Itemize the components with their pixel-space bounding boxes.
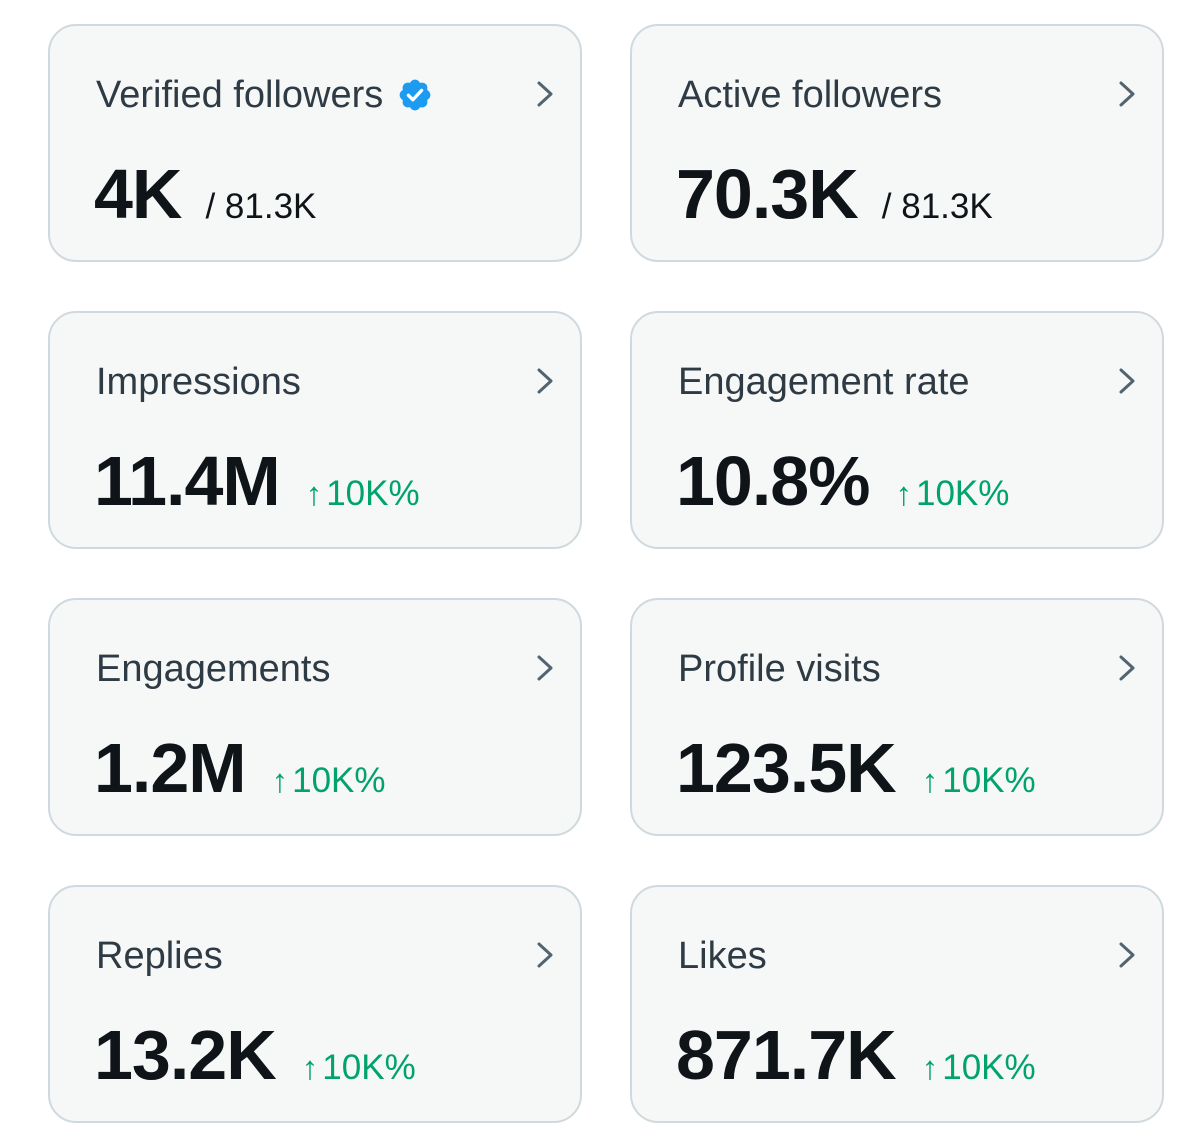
metric-row: 123.5K ↑ 10K% <box>676 728 1036 808</box>
metric-value: 70.3K <box>676 155 859 233</box>
card-engagement-rate[interactable]: Engagement rate 10.8% ↑ 10K% <box>630 311 1164 549</box>
card-title: Likes <box>678 934 767 977</box>
card-verified-followers[interactable]: Verified followers 4K / 81.3K <box>48 24 582 262</box>
metric-change: ↑ 10K% <box>895 474 1009 514</box>
metric-row: 4K / 81.3K <box>94 154 316 234</box>
card-title-row: Profile visits <box>678 646 881 692</box>
card-title: Impressions <box>96 360 301 403</box>
chevron-right-icon <box>1119 81 1135 107</box>
card-active-followers[interactable]: Active followers 70.3K / 81.3K <box>630 24 1164 262</box>
change-value: 10K% <box>292 761 386 800</box>
up-arrow-icon: ↑ <box>305 475 323 512</box>
metric-value: 11.4M <box>94 442 281 520</box>
chevron-right-icon <box>1119 368 1135 394</box>
chevron-right-icon <box>1119 942 1135 968</box>
card-replies[interactable]: Replies 13.2K ↑ 10K% <box>48 885 582 1123</box>
card-title-row: Verified followers <box>96 72 433 118</box>
metric-total: / 81.3K <box>205 187 317 226</box>
card-title: Verified followers <box>96 73 384 116</box>
change-value: 10K% <box>942 761 1036 800</box>
metric-row: 13.2K ↑ 10K% <box>94 1015 416 1095</box>
card-engagements[interactable]: Engagements 1.2M ↑ 10K% <box>48 598 582 836</box>
up-arrow-icon: ↑ <box>301 1049 319 1086</box>
metric-change: ↑ 10K% <box>922 1048 1036 1088</box>
metric-total: / 81.3K <box>881 187 993 226</box>
verified-badge-icon <box>399 79 431 111</box>
metric-value: 123.5K <box>676 729 897 807</box>
metric-row: 871.7K ↑ 10K% <box>676 1015 1036 1095</box>
metric-value: 13.2K <box>94 1016 277 1094</box>
metric-change: ↑ 10K% <box>922 761 1036 801</box>
card-title: Replies <box>96 934 223 977</box>
card-title-row: Impressions <box>96 359 301 405</box>
change-value: 10K% <box>322 1048 416 1087</box>
metric-row: 10.8% ↑ 10K% <box>676 441 1009 521</box>
metric-change: ↑ 10K% <box>272 761 386 801</box>
chevron-right-icon <box>537 81 553 107</box>
card-title: Active followers <box>678 73 942 116</box>
card-impressions[interactable]: Impressions 11.4M ↑ 10K% <box>48 311 582 549</box>
metric-value: 871.7K <box>676 1016 897 1094</box>
metric-row: 70.3K / 81.3K <box>676 154 993 234</box>
up-arrow-icon: ↑ <box>895 475 912 512</box>
metric-value: 1.2M <box>94 729 247 807</box>
up-arrow-icon: ↑ <box>921 762 939 799</box>
metric-change: ↑ 10K% <box>306 474 420 514</box>
change-value: 10K% <box>942 1048 1036 1087</box>
metric-row: 11.4M ↑ 10K% <box>94 441 420 521</box>
chevron-right-icon <box>537 942 553 968</box>
up-arrow-icon: ↑ <box>271 762 289 799</box>
card-title-row: Active followers <box>678 72 942 118</box>
up-arrow-icon: ↑ <box>921 1049 939 1086</box>
card-title-row: Engagements <box>96 646 331 692</box>
card-title-row: Engagement rate <box>678 359 970 405</box>
card-title: Profile visits <box>678 647 881 690</box>
chevron-right-icon <box>1119 655 1135 681</box>
metric-value: 4K <box>94 155 182 233</box>
metric-row: 1.2M ↑ 10K% <box>94 728 386 808</box>
card-title-row: Likes <box>678 933 767 979</box>
chevron-right-icon <box>537 368 553 394</box>
change-value: 10K% <box>915 474 1010 513</box>
card-profile-visits[interactable]: Profile visits 123.5K ↑ 10K% <box>630 598 1164 836</box>
chevron-right-icon <box>537 655 553 681</box>
card-title: Engagement rate <box>678 360 970 403</box>
card-likes[interactable]: Likes 871.7K ↑ 10K% <box>630 885 1164 1123</box>
change-value: 10K% <box>326 474 420 513</box>
metric-value: 10.8% <box>676 442 870 520</box>
card-title-row: Replies <box>96 933 223 979</box>
metric-change: ↑ 10K% <box>302 1048 416 1088</box>
card-title: Engagements <box>96 647 331 690</box>
